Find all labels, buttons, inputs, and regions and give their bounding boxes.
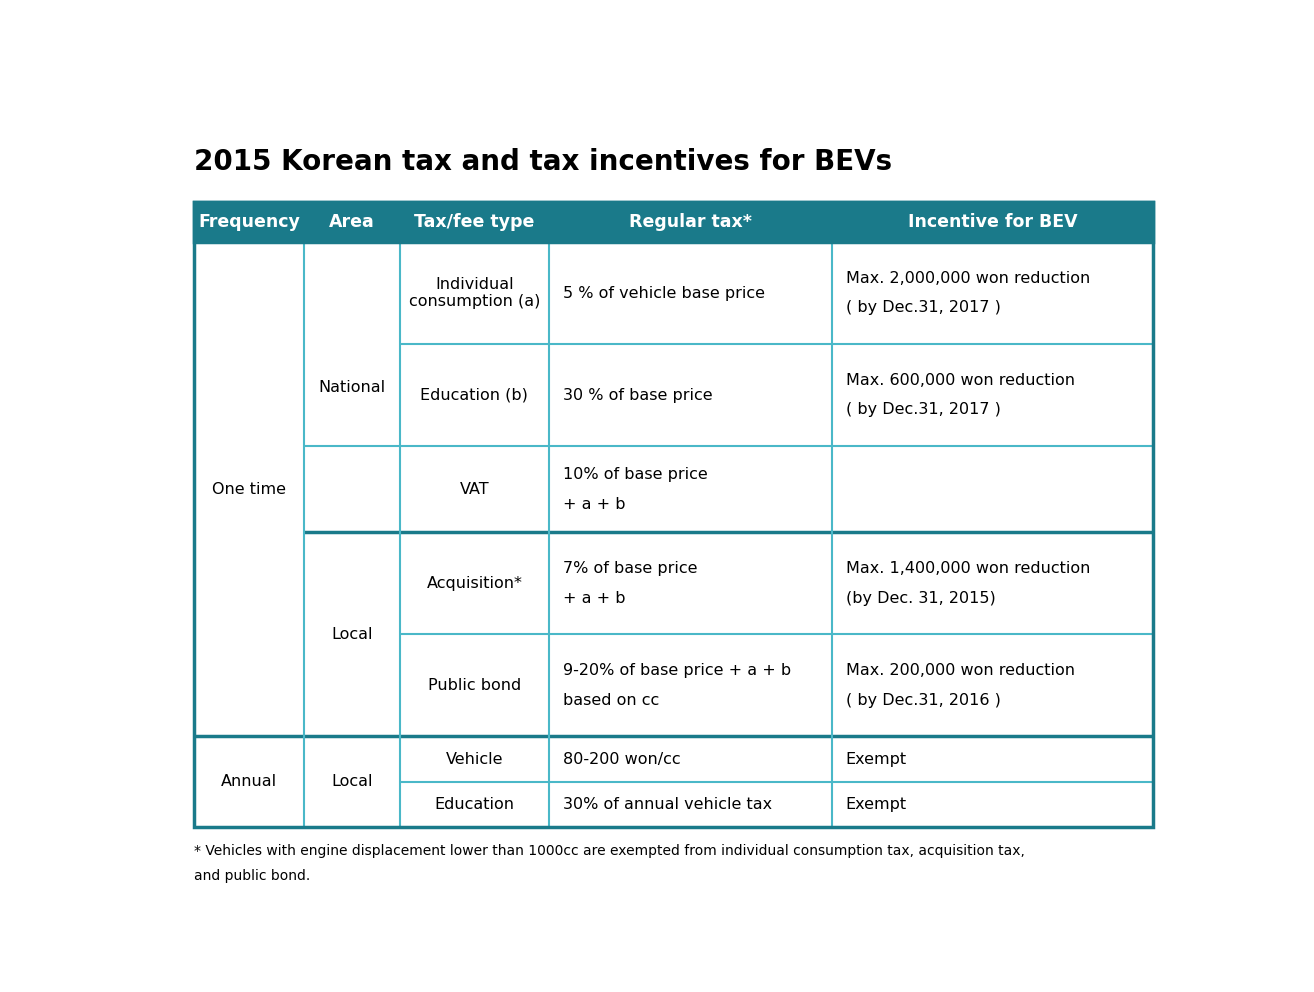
Text: Local: Local	[331, 627, 373, 642]
Text: Exempt: Exempt	[846, 752, 907, 767]
Text: Individual
consumption (a): Individual consumption (a)	[409, 277, 540, 310]
Text: Exempt: Exempt	[846, 798, 907, 812]
Text: 80-200 won/cc: 80-200 won/cc	[562, 752, 681, 767]
Text: Max. 2,000,000 won reduction
( by Dec.31, 2017 ): Max. 2,000,000 won reduction ( by Dec.31…	[846, 271, 1089, 315]
Text: and public bond.: and public bond.	[193, 869, 310, 883]
Text: VAT: VAT	[460, 482, 489, 497]
Text: 5 % of vehicle base price: 5 % of vehicle base price	[562, 286, 765, 301]
Text: Vehicle: Vehicle	[445, 752, 503, 767]
Text: Local: Local	[331, 775, 373, 790]
Text: 10% of base price
+ a + b: 10% of base price + a + b	[562, 467, 707, 512]
Text: Area: Area	[328, 213, 374, 231]
Text: National: National	[318, 380, 385, 395]
Bar	[193, 242, 1154, 827]
Text: Public bond: Public bond	[428, 678, 520, 693]
Text: 2015 Korean tax and tax incentives for BEVs: 2015 Korean tax and tax incentives for B…	[193, 148, 892, 177]
Text: Annual: Annual	[221, 775, 277, 790]
Text: 30 % of base price: 30 % of base price	[562, 388, 712, 403]
Bar	[193, 202, 1154, 242]
Text: * Vehicles with engine displacement lower than 1000cc are exempted from individu: * Vehicles with engine displacement lowe…	[193, 844, 1025, 858]
Text: 30% of annual vehicle tax: 30% of annual vehicle tax	[562, 798, 771, 812]
Text: Incentive for BEV: Incentive for BEV	[908, 213, 1077, 231]
Text: Education (b): Education (b)	[420, 388, 528, 403]
Bar	[193, 202, 1154, 242]
Text: 7% of base price
+ a + b: 7% of base price + a + b	[562, 561, 698, 606]
Text: Frequency: Frequency	[198, 213, 300, 231]
Text: Education: Education	[435, 798, 514, 812]
Text: Max. 200,000 won reduction
( by Dec.31, 2016 ): Max. 200,000 won reduction ( by Dec.31, …	[846, 664, 1075, 707]
Text: 9-20% of base price + a + b
based on cc: 9-20% of base price + a + b based on cc	[562, 664, 791, 707]
Text: Max. 1,400,000 won reduction
(by Dec. 31, 2015): Max. 1,400,000 won reduction (by Dec. 31…	[846, 561, 1091, 606]
Bar	[193, 202, 1154, 827]
Text: One time: One time	[212, 482, 286, 497]
Text: Regular tax*: Regular tax*	[628, 213, 752, 231]
Text: Max. 600,000 won reduction
( by Dec.31, 2017 ): Max. 600,000 won reduction ( by Dec.31, …	[846, 373, 1075, 418]
Text: Tax/fee type: Tax/fee type	[414, 213, 535, 231]
Text: Acquisition*: Acquisition*	[427, 576, 522, 591]
